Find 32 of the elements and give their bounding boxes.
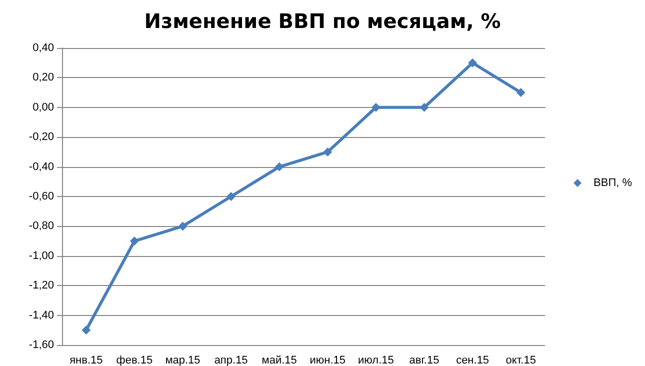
x-tick-label: сен.15 [456, 354, 490, 366]
y-tick-label: -1,00 [28, 250, 54, 262]
x-tick-label: апр.15 [214, 354, 248, 366]
x-tick-label: май.15 [262, 354, 297, 366]
point [371, 102, 380, 112]
y-tick-label: 0,40 [32, 42, 54, 54]
y-tick-label: -1,40 [28, 309, 54, 322]
point [130, 236, 139, 246]
legend-label: ВВП, % [594, 177, 632, 189]
x-tick-label: окт.15 [506, 354, 536, 366]
point [82, 326, 91, 335]
chart-title: Изменение ВВП по месяцам, % [144, 9, 501, 33]
point [226, 192, 236, 201]
x-tick-label: июн.15 [310, 354, 346, 366]
y-tick-label: 0,20 [32, 72, 54, 84]
x-tick-label: мар.15 [165, 354, 200, 366]
x-tick-label: янв.15 [70, 354, 103, 366]
x-tick-label: фев.15 [116, 354, 153, 366]
y-tick-label: -1,60 [28, 339, 54, 351]
y-tick-label: -1,20 [28, 280, 54, 292]
x-tick-label: июл.15 [358, 354, 394, 366]
y-tick-label: -0,60 [28, 190, 54, 202]
y-tick-label: -0,20 [28, 131, 54, 144]
point [323, 147, 332, 156]
x-tick-label: авг.15 [409, 354, 440, 366]
y-tick-label: -0,40 [28, 160, 54, 173]
y-tick-label: -0,80 [28, 220, 54, 232]
point [516, 88, 526, 98]
point [274, 162, 284, 172]
point [468, 58, 478, 68]
y-tick-label: 0,00 [32, 101, 54, 114]
point [178, 222, 188, 231]
